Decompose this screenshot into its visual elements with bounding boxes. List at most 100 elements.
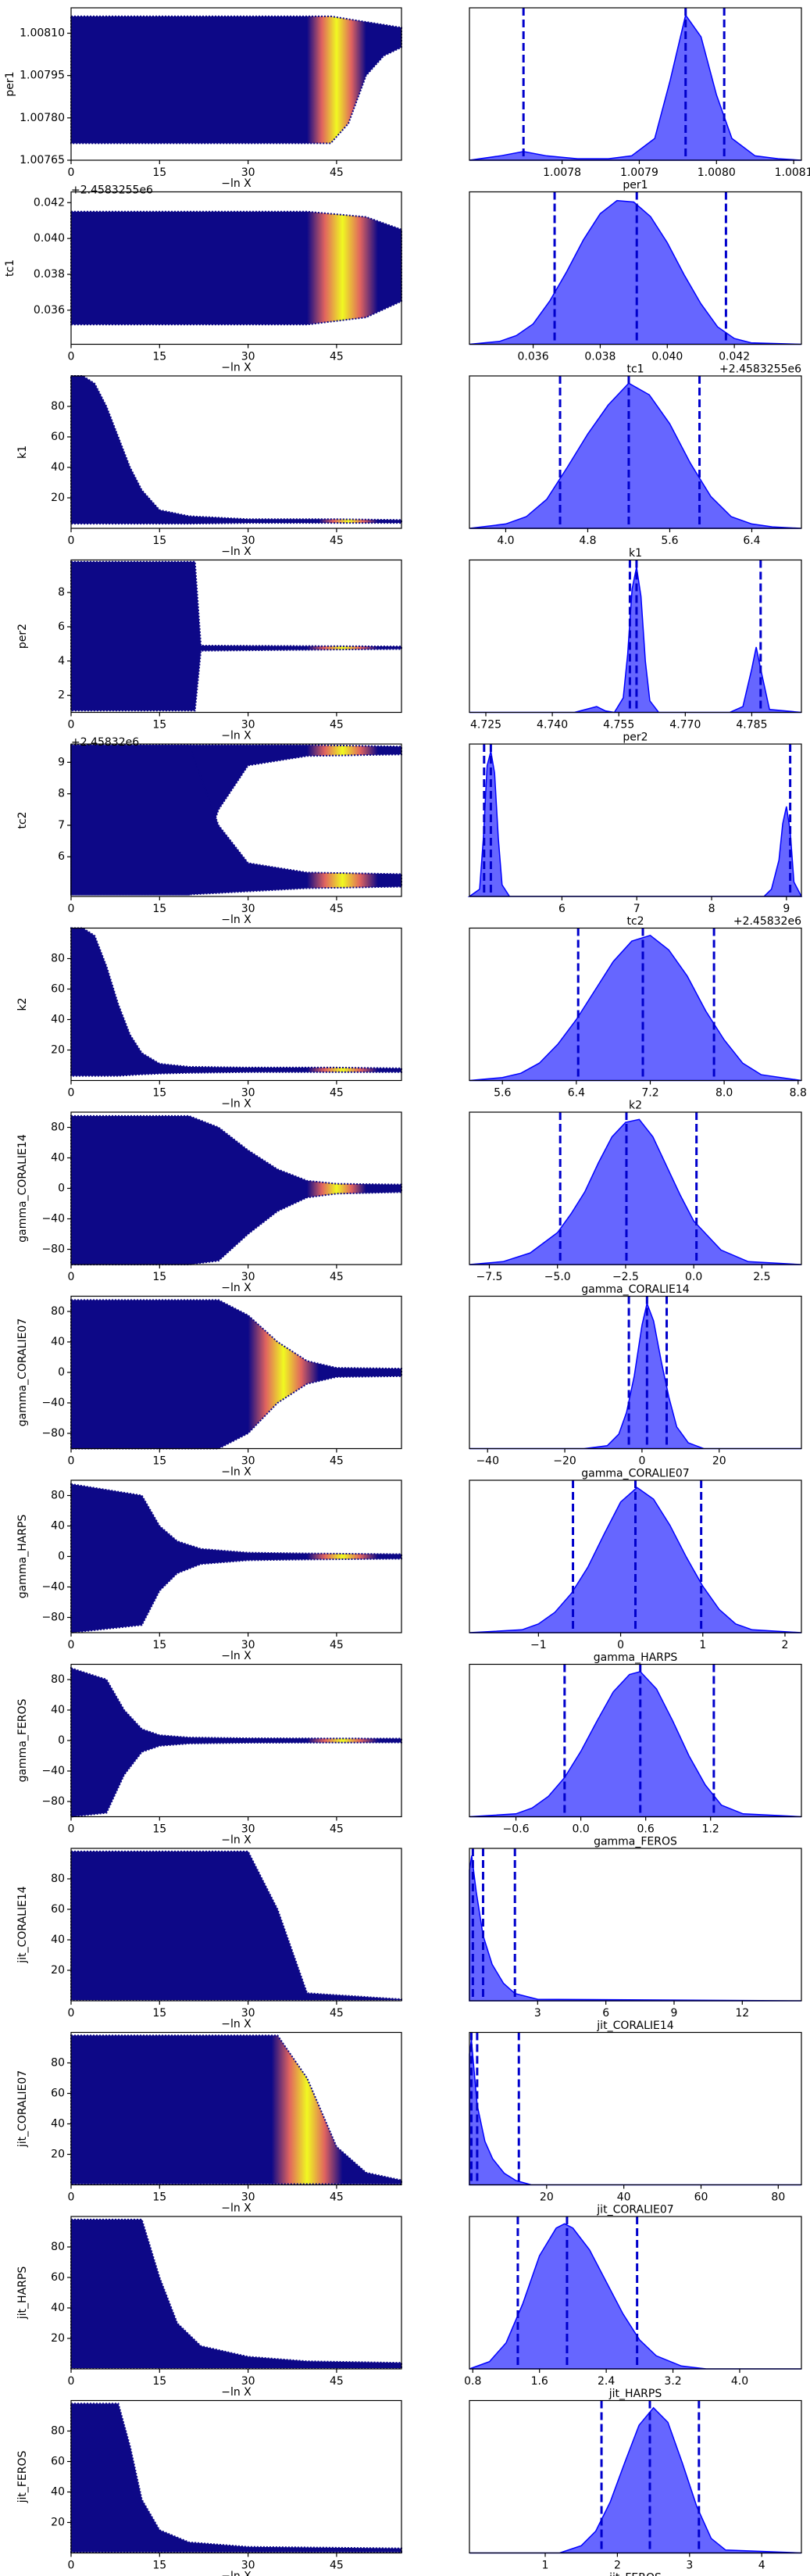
x-axis-label: −ln X bbox=[221, 1098, 252, 1111]
panel: 1.0078 1.0079 1.0080 1.0081 per1 bbox=[469, 7, 810, 191]
y-axis-label: tc2 bbox=[16, 811, 29, 828]
y-tick-label: 8 bbox=[58, 788, 65, 800]
x-tick-label: 8.0 bbox=[715, 1087, 733, 1100]
x-tick-label: 30 bbox=[241, 1271, 255, 1283]
x-tick-label: −40 bbox=[476, 1455, 499, 1468]
panel: 20 40 60 80 jit_CORALIE07 0 15 30 45 −ln X bbox=[16, 2031, 402, 2215]
x-tick-label: 30 bbox=[241, 2375, 255, 2388]
x-tick-label: 30 bbox=[241, 903, 255, 915]
x-tick-label: 0 bbox=[68, 1823, 75, 1836]
x-tick-label: 1.6 bbox=[531, 2375, 548, 2388]
x-tick-label: 4.725 bbox=[470, 719, 501, 732]
x-tick-label: 45 bbox=[330, 2007, 344, 2020]
y-tick-label: 0.042 bbox=[34, 196, 65, 209]
x-axis-label: jit_CORALIE14 bbox=[596, 2020, 673, 2032]
density-area bbox=[469, 1487, 802, 1633]
x-tick-label: 30 bbox=[241, 1087, 255, 1100]
y-axis-label: jit_CORALIE14 bbox=[16, 1886, 29, 1963]
x-tick-label: 15 bbox=[152, 719, 166, 732]
density-area bbox=[469, 1855, 802, 2002]
sample-band bbox=[70, 2218, 402, 2370]
y-tick-label: 60 bbox=[51, 2456, 65, 2468]
panel: 2 4 6 8 per2 0 15 30 45 −ln X bbox=[16, 559, 402, 742]
y-tick-label: 40 bbox=[51, 2302, 65, 2314]
y-tick-label: 20 bbox=[51, 2148, 65, 2161]
panel: 0.036 0.038 0.040 0.042 tc1 +2.4583255e6 0 15 30… bbox=[4, 184, 402, 374]
panel: 20 40 60 80 jit_HARPS 0 15 30 45 −ln X bbox=[16, 2216, 402, 2399]
axes-frame bbox=[70, 2031, 402, 2186]
x-tick-label: 0 bbox=[68, 903, 75, 915]
x-axis-label: per1 bbox=[623, 179, 648, 191]
y-tick-label: 2 bbox=[58, 689, 65, 702]
x-tick-label: −7.5 bbox=[476, 1271, 502, 1283]
y-tick-label: 80 bbox=[51, 1305, 65, 1318]
axes-frame bbox=[469, 927, 802, 1082]
x-axis-label: −ln X bbox=[221, 362, 252, 374]
y-tick-label: 6 bbox=[58, 850, 65, 863]
x-tick-label: 30 bbox=[241, 719, 255, 732]
y-tick-label: 1.00780 bbox=[20, 112, 65, 124]
x-tick-label: 0 bbox=[68, 1455, 75, 1468]
sample-band bbox=[70, 744, 402, 896]
x-axis-label: gamma_FEROS bbox=[594, 1836, 677, 1848]
axes-frame bbox=[469, 1295, 802, 1450]
x-tick-label: 45 bbox=[330, 1455, 344, 1468]
x-tick-label: 0 bbox=[638, 1455, 645, 1468]
y-tick-label: 1.00765 bbox=[20, 154, 65, 166]
axes-frame bbox=[70, 1848, 402, 2002]
y-tick-label: 80 bbox=[51, 2425, 65, 2438]
x-axis-label: −ln X bbox=[221, 730, 252, 742]
x-axis-label: −ln X bbox=[221, 1466, 252, 1479]
x-tick-label: 0 bbox=[68, 2191, 75, 2204]
sample-band bbox=[70, 560, 402, 712]
y-tick-label: 40 bbox=[51, 1934, 65, 1946]
y-tick-label: 20 bbox=[51, 492, 65, 504]
y-tick-label: 60 bbox=[51, 2088, 65, 2100]
panel: 1.00765 1.00780 1.00795 1.00810 per1 0 15 30 45 −… bbox=[4, 7, 402, 190]
x-tick-label: 45 bbox=[330, 1823, 344, 1836]
axes-frame bbox=[70, 1663, 402, 1818]
x-tick-label: 30 bbox=[241, 351, 255, 363]
y-tick-label: 9 bbox=[58, 756, 65, 768]
y-tick-label: 80 bbox=[51, 2241, 65, 2253]
sample-band bbox=[70, 1850, 402, 2002]
x-tick-label: 1.0078 bbox=[543, 166, 581, 179]
panel: −80 −40 0 40 80 gamma_FEROS 0 15 30 45 −ln X bbox=[16, 1663, 402, 1847]
x-tick-label: 80 bbox=[771, 2191, 785, 2204]
x-tick-label: 40 bbox=[617, 2191, 631, 2204]
panel: 4.0 4.8 5.6 6.4 k1 bbox=[469, 375, 802, 560]
y-tick-label: 80 bbox=[51, 953, 65, 965]
y-tick-label: 20 bbox=[51, 2332, 65, 2345]
sample-band bbox=[70, 1299, 402, 1450]
y-axis-label: k1 bbox=[16, 445, 29, 459]
x-tick-label: −2.5 bbox=[612, 1271, 639, 1283]
panel: 20 40 60 80 k1 0 15 30 45 −ln X bbox=[16, 375, 402, 558]
x-tick-label: 45 bbox=[330, 535, 344, 547]
x-tick-label: 0.040 bbox=[651, 351, 683, 363]
x-axis-label: k1 bbox=[629, 547, 642, 560]
x-tick-label: 4.8 bbox=[579, 535, 596, 547]
offset-text: +2.4583255e6 bbox=[71, 184, 153, 197]
axes-frame bbox=[469, 1479, 802, 1633]
x-tick-label: −20 bbox=[553, 1455, 576, 1468]
y-tick-label: −40 bbox=[41, 1213, 65, 1225]
axes-frame bbox=[70, 2399, 402, 2554]
y-tick-label: −80 bbox=[41, 1612, 65, 1624]
density-area bbox=[469, 1670, 802, 1818]
y-tick-label: −40 bbox=[41, 1397, 65, 1409]
y-tick-label: 6 bbox=[58, 621, 65, 633]
y-tick-label: 0 bbox=[58, 1734, 65, 1747]
x-tick-label: 1.2 bbox=[702, 1823, 719, 1836]
axes-frame bbox=[70, 7, 402, 161]
x-tick-label: 4.0 bbox=[497, 535, 514, 547]
x-tick-label: 0.0 bbox=[685, 1271, 702, 1283]
density-area bbox=[469, 1118, 802, 1265]
x-tick-label: 15 bbox=[152, 166, 166, 179]
x-tick-label: 45 bbox=[330, 2191, 344, 2204]
panel: +2.4583255e6 0.036 0.038 0.040 0.042 tc1 bbox=[469, 191, 802, 376]
x-axis-label: jit_CORALIE07 bbox=[596, 2204, 673, 2216]
x-tick-label: 1.0081 bbox=[775, 166, 810, 179]
x-tick-label: 0 bbox=[68, 2007, 75, 2020]
offset-text: +2.4583255e6 bbox=[719, 363, 801, 376]
x-tick-label: −0.6 bbox=[503, 1823, 530, 1836]
